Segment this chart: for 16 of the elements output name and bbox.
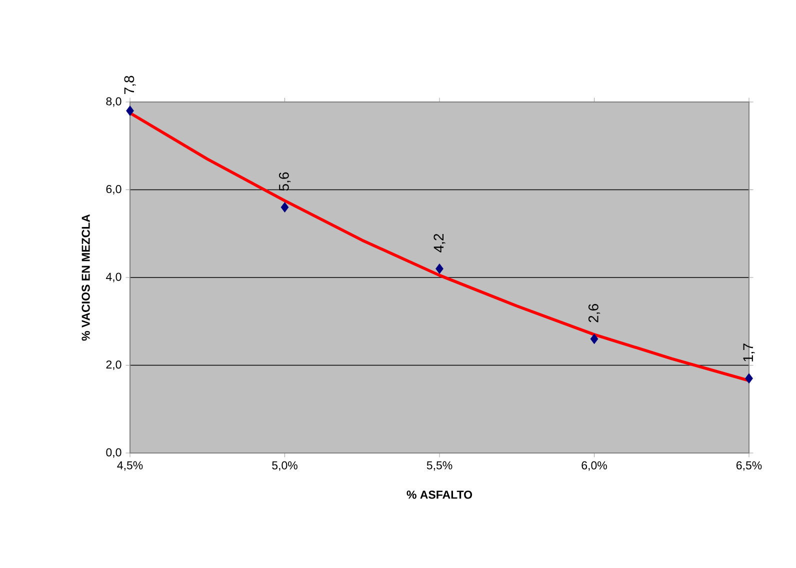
x-tick-label: 4,5%	[117, 461, 143, 471]
y-tick-label: 8,0	[106, 97, 122, 107]
x-tick-label: 5,0%	[272, 461, 298, 471]
x-tick-label: 6,5%	[736, 461, 762, 471]
x-axis-title: % ASFALTO	[406, 490, 472, 499]
y-tick-label: 2,0	[106, 360, 122, 370]
x-tick-label: 5,5%	[426, 461, 452, 471]
data-label: 7,8	[124, 76, 136, 94]
y-tick-label: 6,0	[106, 185, 122, 194]
data-label: 4,2	[434, 234, 446, 252]
y-tick-label: 4,0	[106, 272, 122, 282]
y-tick-label: 0,0	[106, 448, 122, 458]
data-label: 1,7	[743, 344, 755, 362]
y-axis-title: % VACIOS EN MEZCLA	[82, 214, 90, 341]
x-tick-label: 6,0%	[582, 461, 607, 471]
data-label: 2,6	[588, 304, 600, 322]
